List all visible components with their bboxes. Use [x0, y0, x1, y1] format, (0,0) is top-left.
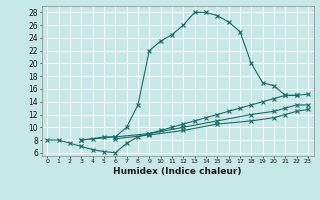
X-axis label: Humidex (Indice chaleur): Humidex (Indice chaleur) — [113, 167, 242, 176]
